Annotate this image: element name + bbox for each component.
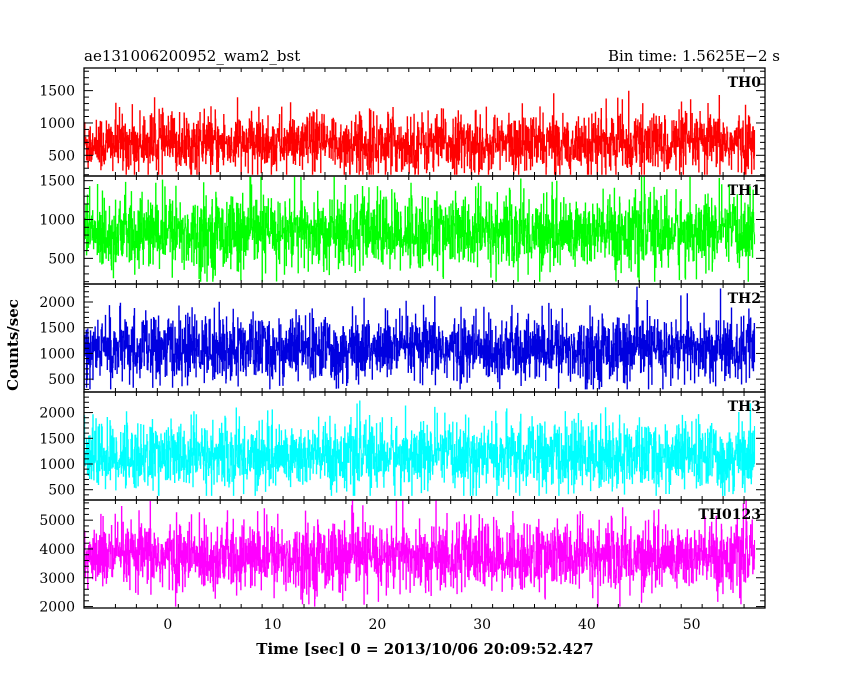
panel-frame bbox=[83, 499, 766, 609]
y-tick-label: 4000 bbox=[39, 542, 75, 558]
y-tick-label: 1000 bbox=[39, 213, 75, 229]
x-tick-label: 10 bbox=[264, 617, 282, 633]
y-tick-label: 500 bbox=[48, 251, 75, 267]
y-tick-label: 1000 bbox=[39, 116, 75, 132]
y-tick-label: 500 bbox=[48, 483, 75, 499]
bin-time-label: Bin time: 1.5625E−2 s bbox=[608, 47, 780, 65]
x-axis-title: Time [sec] 0 = 2013/10/06 20:09:52.427 bbox=[256, 640, 593, 658]
panel-label-th3: TH3 bbox=[728, 399, 761, 415]
y-axis-title: Counts/sec bbox=[4, 299, 22, 391]
y-tick-label: 2000 bbox=[39, 406, 75, 422]
y-tick-label: 1000 bbox=[39, 346, 75, 362]
chart-title: ae131006200952_wam2_bst bbox=[84, 47, 300, 65]
panel-th2: TH2 500 1000 1500 2000 bbox=[39, 283, 766, 393]
y-tick-label: 1500 bbox=[39, 174, 75, 190]
y-tick-label: 1000 bbox=[39, 457, 75, 473]
panel-label-th1: TH1 bbox=[728, 183, 761, 199]
x-tick-label: 0 bbox=[163, 617, 172, 633]
series-th3 bbox=[84, 400, 756, 496]
y-tick-label: 500 bbox=[48, 148, 75, 164]
panel-label-th0123: TH0123 bbox=[698, 507, 761, 523]
x-tick-label: 40 bbox=[578, 617, 596, 633]
x-tick-label: 30 bbox=[473, 617, 491, 633]
y-tick-label: 1500 bbox=[39, 321, 75, 337]
y-tick-label: 2000 bbox=[39, 600, 75, 616]
panel-label-th0: TH0 bbox=[728, 75, 762, 91]
y-tick-label: 1500 bbox=[39, 431, 75, 447]
x-tick-label: 50 bbox=[683, 617, 701, 633]
panel-th0123: TH0123 2000 3000 4000 5000 bbox=[39, 499, 766, 616]
y-tick-label: 1500 bbox=[39, 84, 75, 100]
y-tick-label: 5000 bbox=[39, 513, 75, 529]
series-th1 bbox=[84, 176, 756, 282]
y-tick-label: 3000 bbox=[39, 571, 75, 587]
series-th0 bbox=[84, 90, 756, 175]
panel-label-th2: TH2 bbox=[728, 291, 761, 307]
x-axis: 0 10 20 30 40 50 bbox=[163, 617, 700, 633]
x-tick-label: 20 bbox=[368, 617, 386, 633]
panel-th1: TH1 500 1000 1500 bbox=[39, 174, 766, 285]
panels: TH0 500 1000 1500 TH1 500 1000 1500 TH2 500 1000 15… bbox=[39, 67, 766, 616]
series-th2 bbox=[84, 286, 756, 390]
y-tick-label: 500 bbox=[48, 372, 75, 388]
panel-th3: TH3 500 1000 1500 2000 bbox=[39, 391, 766, 501]
series-th0123 bbox=[84, 500, 756, 607]
y-tick-label: 2000 bbox=[39, 295, 75, 311]
panel-th0: TH0 500 1000 1500 bbox=[39, 67, 766, 177]
